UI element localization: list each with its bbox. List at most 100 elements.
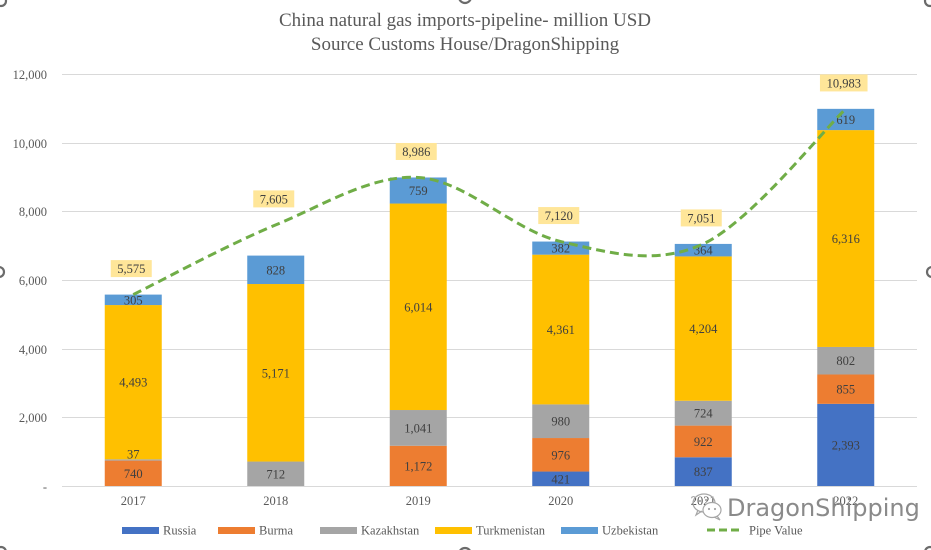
segment-label-russia-2020: 421 <box>551 472 570 486</box>
segment-label-burma-2022: 855 <box>836 383 855 397</box>
bar-stack-2021 <box>674 243 732 486</box>
wechat-chat-bubbles-icon <box>692 493 722 521</box>
x-tick-label: 2019 <box>406 494 431 508</box>
resize-handle-right[interactable] <box>925 265 931 279</box>
legend-swatch <box>320 527 357 534</box>
bar-segment-turkmenistan-2021[interactable] <box>674 256 732 401</box>
segment-label-kazakhstan-2019: 1,041 <box>404 421 432 435</box>
legend-item-pipe-value[interactable]: Pipe Value <box>707 524 803 538</box>
stacked-bars <box>104 108 875 486</box>
bar-segment-burma-2017[interactable] <box>104 460 162 486</box>
bar-segment-uzbekistan-2021[interactable] <box>674 243 732 257</box>
bar-segment-uzbekistan-2018[interactable] <box>247 255 305 285</box>
resize-handle-top-right[interactable] <box>923 0 931 8</box>
pipe-value-label-text: 5,575 <box>117 262 145 276</box>
resize-handle-bottom-left[interactable] <box>0 545 7 550</box>
segment-label-kazakhstan-2021: 724 <box>694 407 714 421</box>
bar-segment-burma-2022[interactable] <box>817 374 875 404</box>
legend-label: Russia <box>163 524 197 538</box>
pipe-value-label-2017: 5,575 <box>110 260 152 278</box>
pipe-value-label-2022: 10,983 <box>819 74 868 92</box>
bar-stack-2020 <box>532 241 590 486</box>
pipe-value-label-box <box>110 260 152 278</box>
x-tick-label: 2017 <box>121 494 146 508</box>
legend-swatch <box>435 527 472 534</box>
legend-swatch <box>218 527 255 534</box>
bar-segment-kazakhstan-2018[interactable] <box>247 461 305 486</box>
pipe-value-label-box <box>680 209 722 227</box>
segment-label-burma-2020: 976 <box>551 448 570 462</box>
pipe-value-label-box <box>819 74 868 92</box>
y-tick-label: 12,000 <box>13 68 47 82</box>
bar-stack-2022 <box>817 108 875 486</box>
pipe-value-label-2020: 7,120 <box>538 207 580 225</box>
resize-handle-left[interactable] <box>0 265 6 279</box>
legend-label: Burma <box>259 524 293 538</box>
chart-title: China natural gas imports-pipeline- mill… <box>279 10 651 31</box>
pipe-value-label-text: 7,051 <box>687 211 715 225</box>
bar-segment-turkmenistan-2019[interactable] <box>389 203 447 411</box>
segment-data-labels: 740 37 4,493 305 712 5,171 828 1,172 1,041 6,014 7… <box>119 113 860 486</box>
bar-segment-turkmenistan-2020[interactable] <box>532 254 590 405</box>
segment-label-kazakhstan-2017: 37 <box>127 447 140 461</box>
pipe-value-labels: 5,575 7,605 8,986 7,120 7,051 10,983 <box>110 74 868 278</box>
gridlines <box>62 74 917 487</box>
legend-swatch <box>561 527 598 534</box>
legend-item-kazakhstan[interactable]: Kazakhstan <box>320 524 420 538</box>
x-tick-label: 2018 <box>263 494 288 508</box>
bar-segment-kazakhstan-2021[interactable] <box>674 400 732 426</box>
pipe-value-label-box <box>253 190 295 208</box>
legend-item-burma[interactable]: Burma <box>218 524 293 538</box>
pipe-value-label-2018: 7,605 <box>253 190 295 208</box>
bar-segment-kazakhstan-2017[interactable] <box>104 459 162 461</box>
y-tick-label: 6,000 <box>19 274 47 288</box>
watermark: DragonShipping <box>692 493 920 522</box>
segment-label-turkmenistan-2020: 4,361 <box>547 323 575 337</box>
segment-label-kazakhstan-2020: 980 <box>551 415 570 429</box>
bar-segment-kazakhstan-2019[interactable] <box>389 410 447 446</box>
bar-segment-russia-2022[interactable] <box>817 403 875 486</box>
pipe-value-label-2019: 8,986 <box>395 142 437 160</box>
segment-label-uzbekistan-2018: 828 <box>266 263 285 277</box>
bar-segment-burma-2021[interactable] <box>674 425 732 458</box>
legend-label: Turkmenistan <box>476 524 546 538</box>
legend-item-uzbekistan[interactable]: Uzbekistan <box>561 524 659 538</box>
pipe-value-label-text: 7,605 <box>260 192 288 206</box>
pipe-value-line-path[interactable] <box>132 107 847 296</box>
resize-handle-top-left[interactable] <box>0 0 8 8</box>
resize-handle-bottom[interactable] <box>459 546 471 550</box>
resize-handle-bottom-right[interactable] <box>924 545 931 550</box>
pipe-value-line <box>132 107 847 296</box>
segment-label-uzbekistan-2017: 305 <box>124 293 143 307</box>
pipe-value-label-box <box>395 142 437 160</box>
watermark-text: DragonShipping <box>727 494 920 522</box>
x-tick-label: 2022 <box>833 494 858 508</box>
segment-label-uzbekistan-2020: 382 <box>551 242 570 256</box>
y-axis-tick-labels: - 2,000 4,000 6,000 8,000 10,000 12,000 <box>13 68 47 494</box>
bar-segment-turkmenistan-2017[interactable] <box>104 305 162 460</box>
bar-stack-2017 <box>104 294 162 486</box>
segment-label-kazakhstan-2022: 802 <box>836 354 855 368</box>
bar-segment-russia-2021[interactable] <box>674 457 732 486</box>
legend-item-turkmenistan[interactable]: Turkmenistan <box>435 524 546 538</box>
bar-segment-kazakhstan-2020[interactable] <box>532 404 590 439</box>
bar-segment-burma-2020[interactable] <box>532 438 590 472</box>
legend-label: Uzbekistan <box>602 524 659 538</box>
pipe-value-label-box <box>538 207 580 225</box>
resize-handle-top[interactable] <box>458 0 472 5</box>
segment-label-russia-2021: 837 <box>694 465 713 479</box>
bar-segment-turkmenistan-2022[interactable] <box>817 130 875 347</box>
bar-segment-russia-2020[interactable] <box>532 471 590 486</box>
bar-stack-2018 <box>247 255 305 486</box>
segment-label-turkmenistan-2017: 4,493 <box>119 376 147 390</box>
bar-segment-kazakhstan-2022[interactable] <box>817 346 875 375</box>
y-tick-label: 8,000 <box>19 205 47 219</box>
legend-item-russia[interactable]: Russia <box>122 524 197 538</box>
y-tick-label: 2,000 <box>19 411 47 425</box>
legend-label: Pipe Value <box>749 524 803 538</box>
bar-segment-uzbekistan-2017[interactable] <box>104 294 162 306</box>
bar-segment-burma-2019[interactable] <box>389 445 447 486</box>
y-tick-label: 10,000 <box>13 137 47 151</box>
bar-segment-turkmenistan-2018[interactable] <box>247 284 305 462</box>
